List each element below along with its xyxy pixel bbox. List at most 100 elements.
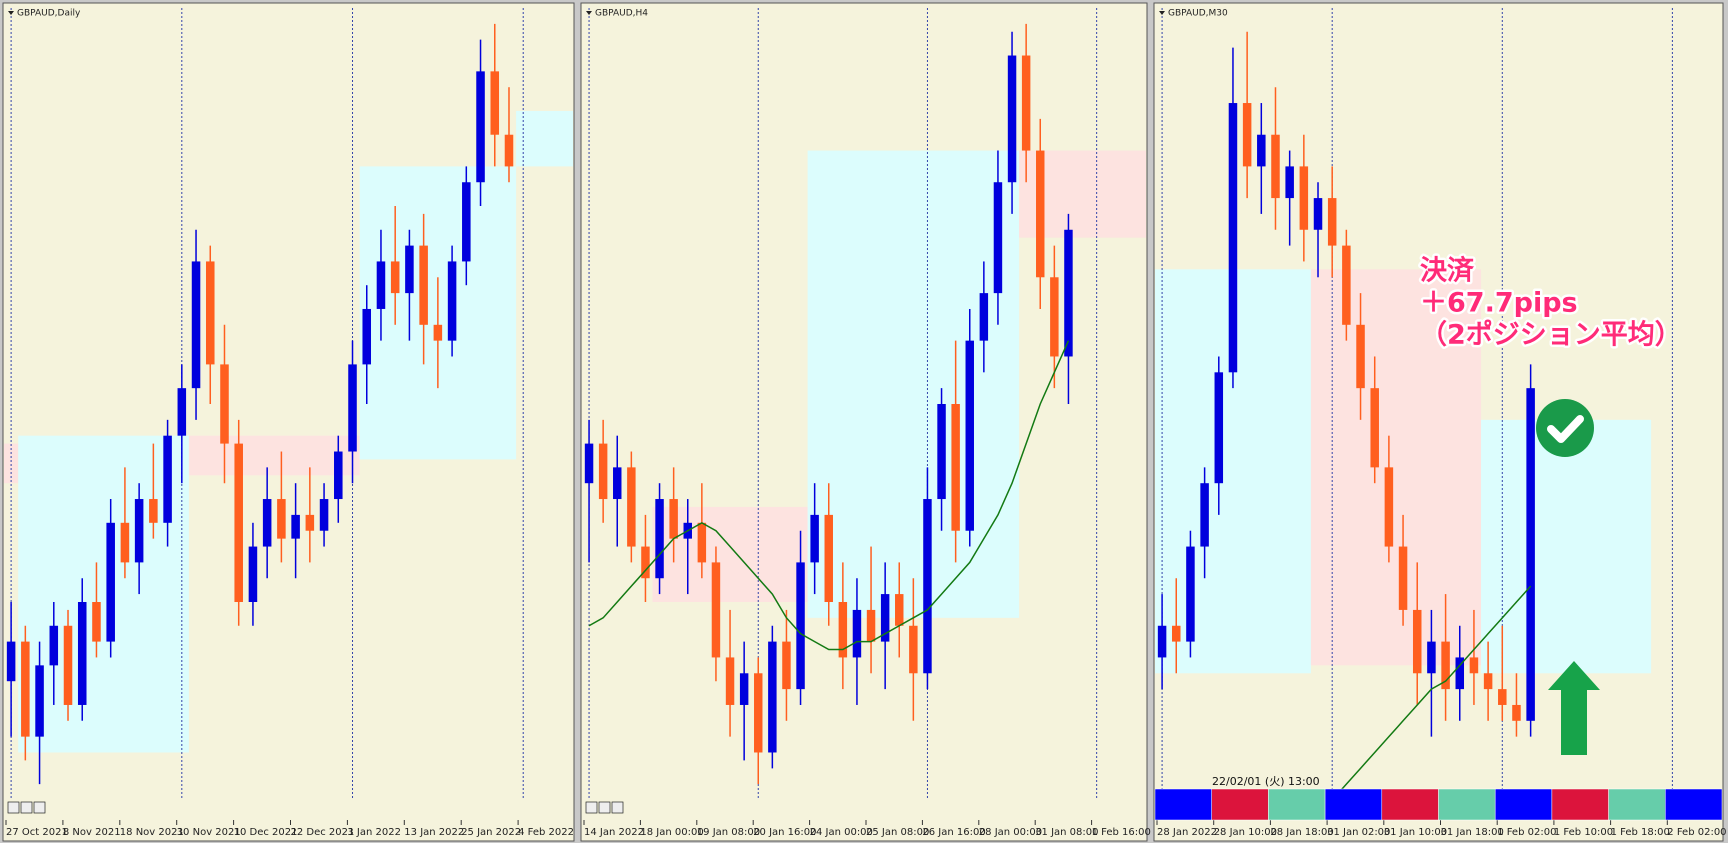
tool-icon — [33, 801, 46, 814]
candle-body — [1007, 55, 1017, 183]
candle-body — [1483, 673, 1493, 690]
candle-body — [1242, 103, 1252, 167]
x-tick-label: 30 Nov 2021 — [177, 827, 241, 838]
plot — [584, 8, 1146, 800]
candle-body — [1313, 198, 1323, 230]
candle-body — [979, 293, 989, 341]
candle-body — [1050, 277, 1059, 357]
candle-body — [1441, 641, 1450, 690]
candle-body — [1526, 388, 1535, 721]
candle-body — [782, 641, 791, 690]
candle-body — [462, 182, 471, 262]
candle-body — [613, 467, 622, 500]
candle-body — [754, 673, 763, 753]
title-arrow — [8, 11, 14, 15]
x-tick-label: 28 Jan 2022 — [1157, 827, 1217, 838]
candle-body — [77, 602, 87, 705]
session-block — [1154, 788, 1212, 821]
candle-body — [490, 71, 500, 135]
candle-body — [655, 499, 664, 579]
candle-body — [1214, 372, 1224, 484]
candle-body — [205, 261, 215, 365]
x-tick-label: 25 Jan 08:00 — [866, 827, 929, 838]
candle-body — [362, 308, 372, 365]
candle-body — [1157, 625, 1167, 658]
candle-body — [6, 641, 16, 682]
candle-body — [149, 499, 158, 523]
candle-body — [291, 514, 300, 539]
candle-body — [106, 522, 115, 642]
x-tick-label: 31 Jan 18:00 — [1441, 827, 1504, 838]
x-tick-label: 8 Nov 2021 — [63, 827, 121, 838]
annotation: 決済 — [1420, 255, 1475, 287]
x-tick-label: 2 Feb 02:00 — [1667, 827, 1726, 838]
candle-body — [319, 499, 329, 531]
x-tick-label: 22 Dec 2021 — [291, 827, 355, 838]
candle-body — [376, 261, 386, 309]
annotation: （2ポジション平均） — [1420, 320, 1682, 351]
x-tick-label: 1 Feb 10:00 — [1554, 827, 1613, 838]
candle-body — [598, 443, 608, 500]
candle-body — [880, 594, 890, 642]
x-tick-label: 14 Jan 2022 — [584, 827, 644, 838]
x-tick-label: 28 Jan 10:00 — [1214, 827, 1277, 838]
candle-body — [838, 602, 848, 658]
candle-body — [1257, 134, 1266, 167]
session-block — [1665, 788, 1723, 821]
x-tick-label: 10 Dec 2021 — [234, 827, 298, 838]
candle-body — [35, 665, 44, 737]
candle-body — [909, 625, 918, 674]
session-block — [1494, 788, 1553, 821]
candle-body — [584, 443, 594, 484]
plot — [4, 8, 573, 800]
zone — [188, 435, 360, 476]
up-arrow — [1548, 661, 1600, 755]
candle-body — [476, 71, 485, 183]
x-tick-label: 31 Jan 10:00 — [1384, 827, 1447, 838]
x-tick-label: 24 Jan 00:00 — [810, 827, 873, 838]
x-tick-label: 31 Jan 02:00 — [1327, 827, 1390, 838]
tool-icon — [7, 801, 20, 814]
timestamp: 22/02/01 (火) 13:00 — [1212, 775, 1320, 788]
x-tick-label: 13 Jan 2022 — [404, 827, 464, 838]
candle-body — [711, 562, 721, 658]
candle-body — [1036, 150, 1045, 278]
moving-average — [588, 340, 1070, 651]
session-block — [1608, 788, 1666, 821]
session-block — [1438, 788, 1496, 821]
zone — [1481, 419, 1652, 674]
candle-body — [1186, 546, 1195, 642]
candle-body — [1398, 546, 1408, 610]
annotation: ＋67.7pips — [1420, 288, 1578, 319]
x-tick-label: 25 Jan 2022 — [461, 827, 521, 838]
chart-title: GBPAUD,Daily — [17, 9, 81, 19]
candle-body — [796, 562, 805, 690]
candle-body — [191, 261, 201, 389]
session-block — [1381, 788, 1439, 821]
candle-body — [697, 522, 707, 563]
x-tick-label: 18 Jan 00:00 — [640, 827, 703, 838]
x-tick-label: 18 Nov 2021 — [120, 827, 184, 838]
candle-body — [1172, 625, 1181, 642]
candle-body — [1342, 245, 1351, 325]
candle-body — [768, 641, 777, 753]
tool-icon — [611, 801, 624, 814]
candle-body — [1427, 641, 1436, 674]
tool-icon — [585, 801, 598, 814]
candle-body — [419, 245, 428, 325]
candle-body — [433, 324, 443, 341]
candle-body — [1498, 689, 1507, 705]
candle-body — [63, 625, 73, 705]
candle-body — [669, 499, 678, 539]
candle-body — [1064, 229, 1073, 357]
session-block — [1551, 788, 1609, 821]
chart-title: GBPAUD,H4 — [595, 9, 648, 19]
x-tick-label: 1 Feb 18:00 — [1611, 827, 1670, 838]
x-tick-label: 31 Jan 08:00 — [1035, 827, 1098, 838]
candle-body — [348, 364, 357, 452]
check-mark — [1547, 415, 1584, 443]
candle-body — [334, 451, 343, 500]
candle-body — [1228, 103, 1238, 373]
candle-body — [852, 609, 862, 658]
candle-body — [951, 404, 960, 531]
